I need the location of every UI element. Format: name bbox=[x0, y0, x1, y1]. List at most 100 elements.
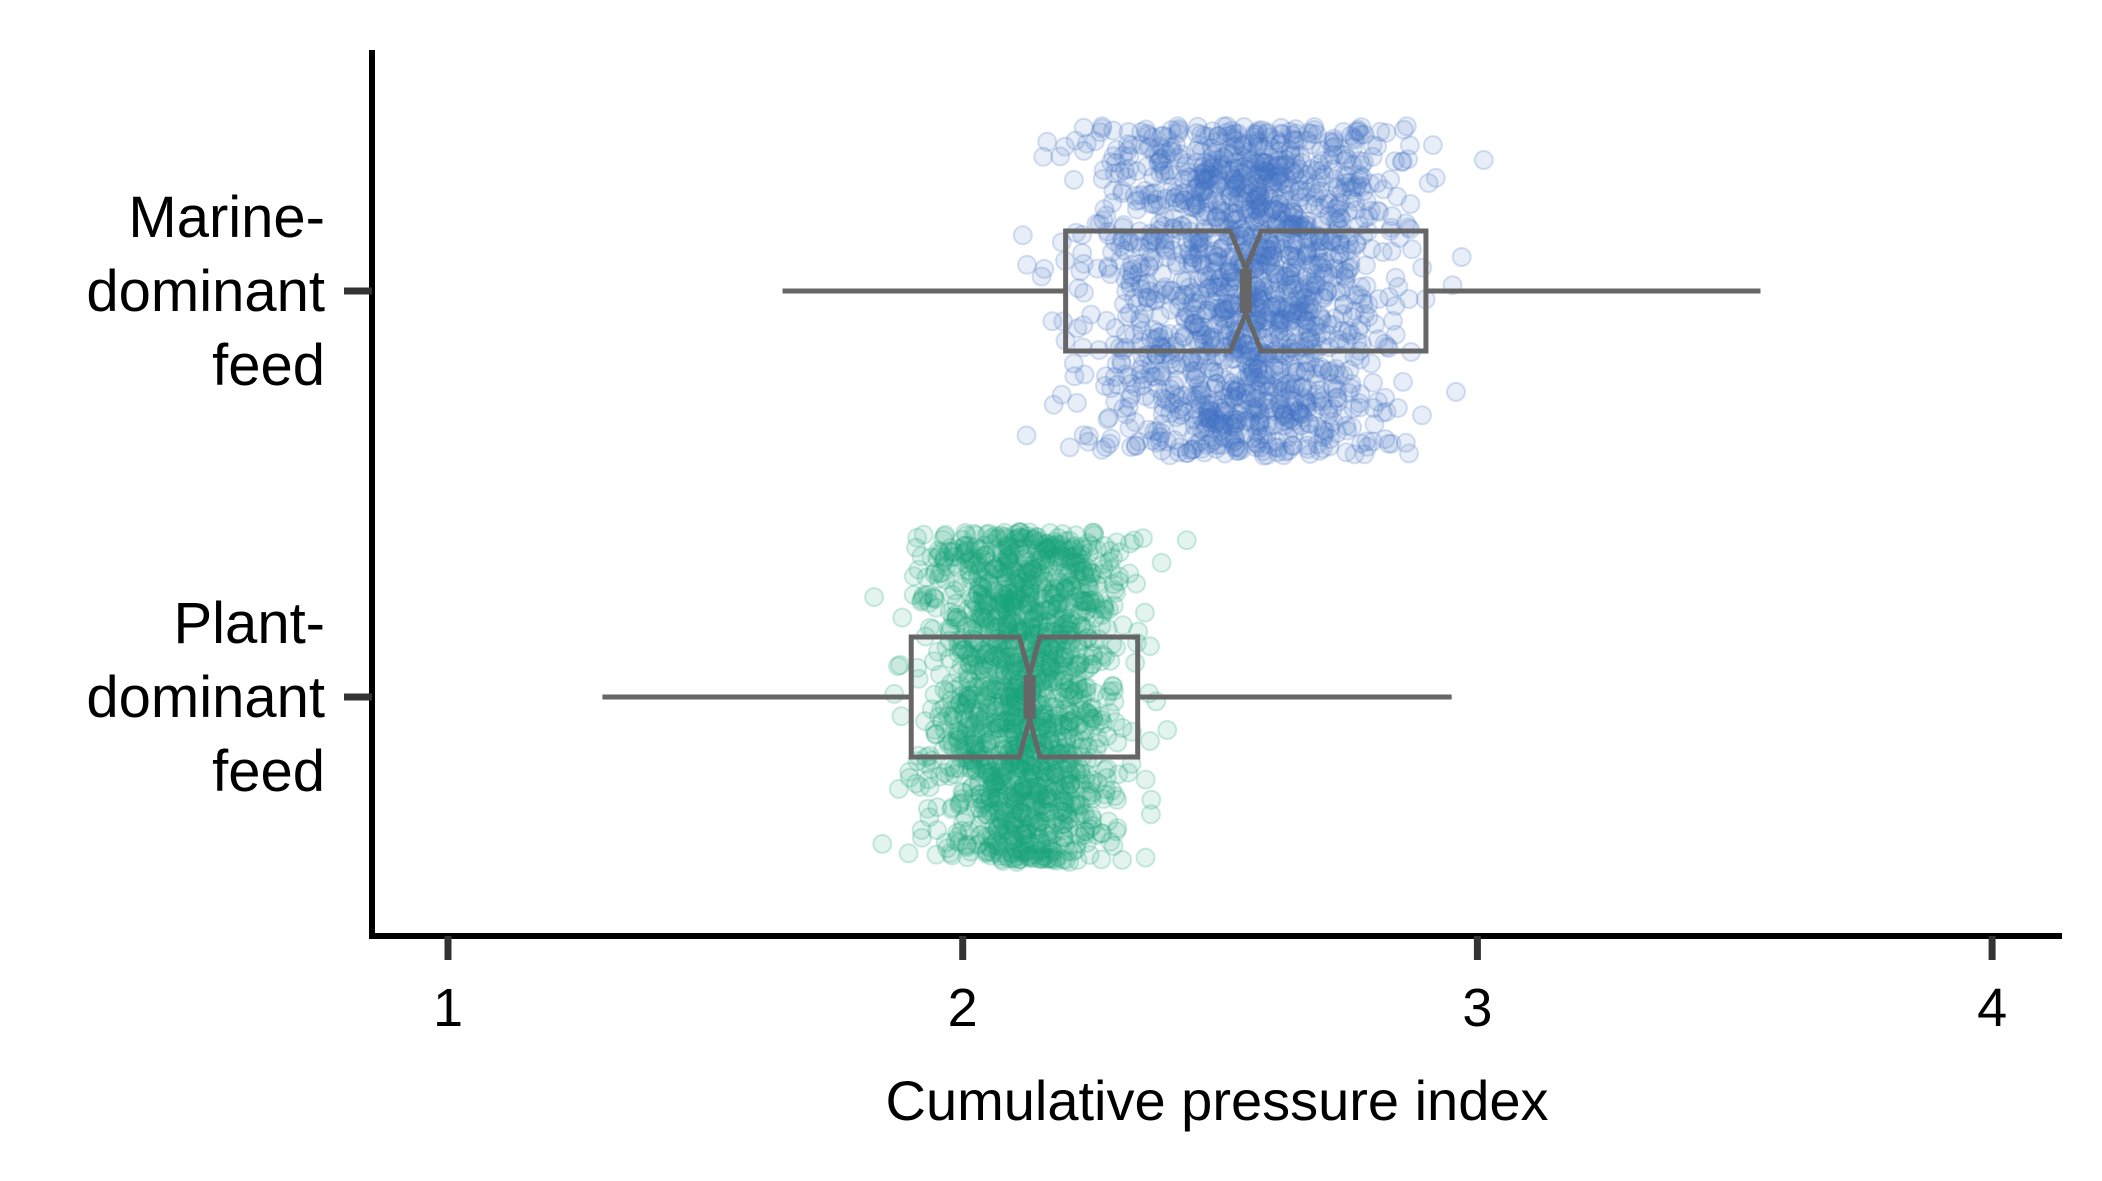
jitter-point bbox=[1151, 126, 1172, 146]
jitter-point bbox=[1147, 283, 1168, 304]
jitter-point bbox=[1152, 155, 1173, 176]
jitter-point bbox=[1214, 413, 1235, 434]
jitter-point bbox=[1191, 407, 1212, 427]
jitter-point bbox=[1351, 124, 1371, 145]
jitter-point bbox=[864, 587, 885, 608]
jitter-point bbox=[1296, 352, 1317, 373]
jitter-point bbox=[1212, 413, 1233, 434]
jitter-point bbox=[941, 799, 962, 819]
jitter-point bbox=[1318, 405, 1339, 425]
jitter-point bbox=[892, 607, 913, 628]
jitter-point bbox=[1152, 388, 1173, 409]
jitter-point bbox=[1147, 421, 1167, 442]
jitter-point bbox=[1361, 353, 1382, 374]
jitter-point bbox=[1163, 142, 1184, 163]
jitter-point bbox=[1398, 149, 1419, 170]
jitter-point bbox=[1294, 170, 1315, 191]
jitter-point bbox=[1232, 218, 1253, 239]
jitter-point bbox=[1346, 234, 1367, 255]
jitter-point bbox=[1042, 759, 1062, 780]
jitter-point bbox=[1195, 160, 1216, 181]
jitter-point bbox=[1148, 322, 1169, 343]
jitter-point bbox=[1222, 144, 1243, 164]
jitter-point bbox=[1324, 136, 1345, 157]
jitter-point bbox=[1242, 428, 1263, 448]
jitter-point bbox=[1132, 375, 1153, 396]
jitter-point bbox=[1104, 163, 1125, 184]
jitter-point bbox=[1251, 204, 1272, 225]
jitter-point bbox=[1254, 318, 1275, 339]
jitter-point bbox=[1262, 171, 1283, 192]
jitter-point bbox=[1192, 384, 1213, 405]
jitter-point bbox=[1159, 445, 1180, 466]
jitter-point bbox=[1351, 277, 1371, 297]
jitter-point bbox=[1139, 184, 1159, 205]
jitter-point bbox=[1227, 410, 1248, 430]
jitter-point bbox=[1473, 150, 1494, 170]
jitter-point bbox=[1097, 409, 1118, 430]
jitter-point bbox=[1175, 271, 1196, 292]
jitter-point bbox=[1277, 373, 1298, 394]
jitter-point bbox=[1188, 316, 1209, 337]
jitter-point bbox=[999, 830, 1019, 851]
jitter-point bbox=[1314, 284, 1335, 305]
jitter-point bbox=[941, 673, 962, 694]
jitter-point bbox=[1073, 315, 1094, 336]
jitter-point bbox=[1269, 360, 1290, 381]
jitter-point bbox=[1333, 295, 1354, 316]
jitter-point bbox=[1328, 364, 1349, 385]
jitter-point bbox=[1224, 123, 1245, 144]
jitter-point bbox=[1093, 210, 1114, 231]
jitter-point bbox=[1223, 210, 1244, 231]
jitter-point bbox=[1193, 162, 1214, 183]
jitter-point bbox=[1228, 440, 1249, 461]
jitter-point bbox=[1298, 318, 1318, 339]
jitter-point bbox=[1212, 155, 1233, 176]
jitter-point bbox=[1225, 437, 1246, 458]
jitter-point bbox=[1293, 387, 1314, 408]
jitter-point bbox=[1199, 270, 1220, 291]
jitter-point bbox=[1360, 173, 1381, 194]
jitter-point bbox=[1106, 152, 1126, 173]
jitter-point bbox=[1174, 189, 1195, 210]
jitter-point bbox=[1079, 657, 1100, 678]
jitter-point bbox=[1228, 364, 1249, 385]
jitter-point bbox=[1237, 148, 1258, 169]
jitter-point bbox=[1346, 233, 1367, 254]
jitter-point bbox=[1336, 442, 1357, 463]
jitter-point bbox=[1161, 137, 1182, 158]
jitter-point bbox=[1286, 247, 1307, 268]
jitter-point bbox=[1261, 263, 1282, 284]
jitter-point bbox=[1295, 389, 1316, 410]
jitter-point bbox=[1216, 293, 1237, 314]
jitter-point bbox=[1222, 124, 1243, 145]
jitter-point bbox=[1203, 406, 1224, 426]
jitter-point bbox=[1081, 304, 1102, 325]
jitter-point bbox=[1271, 357, 1292, 378]
jitter-point bbox=[1067, 613, 1088, 634]
jitter-point bbox=[1268, 307, 1289, 328]
jitter-point bbox=[1243, 402, 1263, 423]
jitter-point bbox=[1331, 183, 1352, 203]
jitter-point bbox=[1250, 437, 1271, 458]
jitter-point bbox=[1313, 427, 1334, 447]
jitter-point bbox=[1192, 181, 1213, 202]
jitter-point bbox=[1266, 130, 1287, 151]
jitter-point bbox=[1149, 430, 1170, 451]
jitter-point bbox=[1121, 437, 1142, 457]
jitter-point bbox=[1281, 309, 1302, 330]
jitter-point bbox=[1253, 441, 1274, 462]
jitter-point bbox=[1135, 274, 1156, 295]
jitter-point bbox=[1256, 310, 1277, 331]
jitter-point bbox=[1283, 435, 1303, 456]
jitter-point bbox=[1180, 168, 1201, 189]
jitter-point bbox=[1253, 166, 1274, 187]
jitter-point bbox=[1336, 173, 1357, 193]
jitter-point bbox=[1203, 393, 1224, 414]
jitter-point bbox=[1208, 298, 1229, 319]
jitter-point bbox=[1156, 246, 1177, 267]
jitter-point bbox=[1367, 200, 1388, 221]
jitter-point bbox=[1094, 199, 1115, 220]
jitter-point bbox=[1344, 444, 1365, 465]
jitter-point bbox=[1196, 300, 1217, 321]
